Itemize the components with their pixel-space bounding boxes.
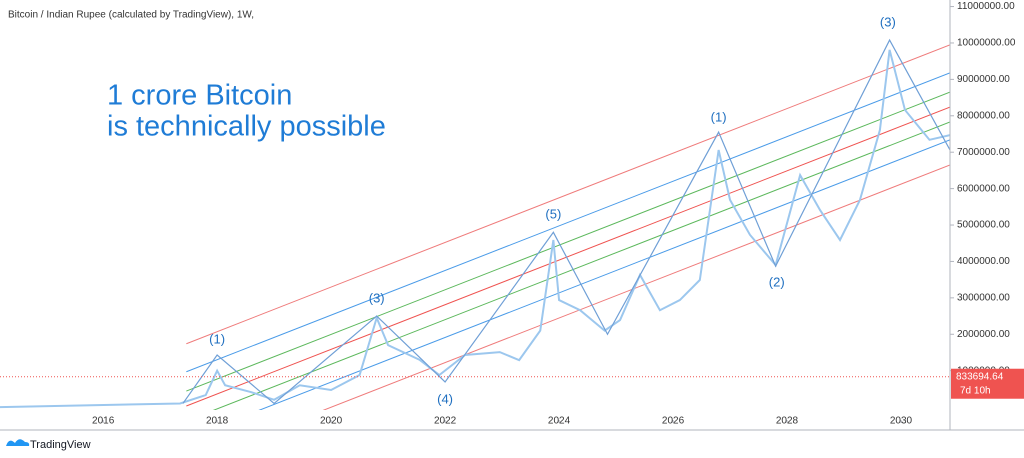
y-tick-label: 7000000.00 xyxy=(957,147,1010,158)
y-tick-label: 10000000.00 xyxy=(957,38,1016,49)
y-tick-label: 11000000.00 xyxy=(957,1,1015,12)
wave-label: (3) xyxy=(369,290,385,305)
y-tick-label: 4000000.00 xyxy=(957,256,1010,267)
brand-logo xyxy=(6,439,30,446)
x-tick-label: 2024 xyxy=(548,416,571,427)
y-tick-label: 2000000.00 xyxy=(957,329,1010,340)
x-tick-label: 2030 xyxy=(890,416,913,427)
wave-label: (1) xyxy=(209,332,225,347)
x-tick-label: 2022 xyxy=(434,416,457,427)
channel-line xyxy=(186,91,950,392)
price-tag xyxy=(951,368,1024,399)
y-tick-label: 6000000.00 xyxy=(957,183,1010,194)
wave-label: (5) xyxy=(545,207,561,222)
wave-label: (1) xyxy=(711,109,727,124)
channel-line xyxy=(258,139,950,410)
y-tick-label: 3000000.00 xyxy=(957,292,1010,303)
wave-label: (2) xyxy=(769,274,785,289)
wave-line xyxy=(182,38,950,405)
x-tick-label: 2026 xyxy=(662,416,685,427)
channel-line xyxy=(186,72,950,373)
wave-label: (4) xyxy=(437,392,453,407)
chart-title: Bitcoin / Indian Rupee (calculated by Tr… xyxy=(8,10,254,21)
x-tick-label: 2018 xyxy=(206,416,229,427)
price-tag-label: 833694.64 xyxy=(956,371,1004,382)
annotation-line: is technically possible xyxy=(107,111,386,143)
y-tick-label: 9000000.00 xyxy=(957,74,1010,85)
channel-line xyxy=(186,44,950,345)
y-tick-label: 5000000.00 xyxy=(957,220,1010,231)
countdown: 7d 10h xyxy=(960,385,991,396)
channel-line xyxy=(186,106,950,407)
x-tick-label: 2020 xyxy=(320,416,343,427)
annotation-line: 1 crore Bitcoin xyxy=(107,80,292,112)
x-tick-label: 2016 xyxy=(92,416,115,427)
wave-label: (3) xyxy=(880,14,896,29)
y-tick-label: 8000000.00 xyxy=(957,110,1010,121)
x-tick-label: 2028 xyxy=(776,416,799,427)
brand[interactable]: TradingView xyxy=(30,439,91,451)
plot-area xyxy=(0,38,950,410)
